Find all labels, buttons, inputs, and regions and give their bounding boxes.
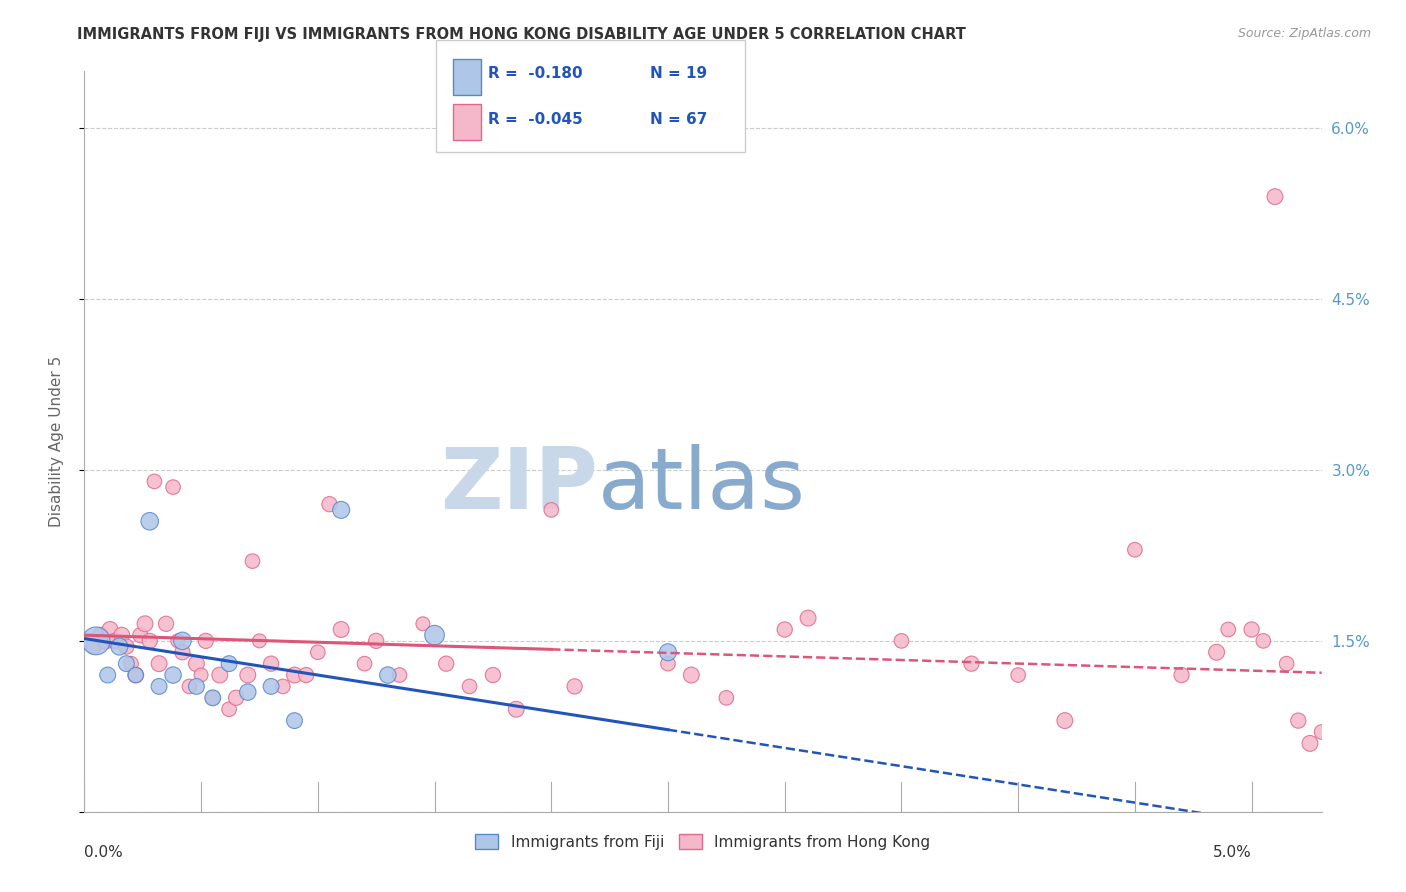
Point: [129, 628, 152, 642]
Point: [366, 633, 388, 648]
Point: [98, 623, 121, 637]
Point: [1240, 623, 1263, 637]
Point: [148, 680, 170, 694]
Point: [194, 633, 217, 648]
Point: [186, 657, 208, 671]
Point: [97, 668, 120, 682]
Point: [155, 616, 177, 631]
Point: [458, 680, 481, 694]
Point: [960, 657, 983, 671]
Text: R =  -0.045: R = -0.045: [488, 112, 582, 127]
Point: [330, 623, 353, 637]
Point: [1007, 668, 1029, 682]
Point: [162, 480, 184, 494]
Point: [271, 680, 294, 694]
Point: [249, 633, 271, 648]
Point: [166, 633, 188, 648]
Point: [90, 628, 112, 642]
Point: [540, 503, 562, 517]
Point: [1205, 645, 1227, 659]
Point: [1123, 542, 1146, 557]
Point: [295, 668, 318, 682]
Point: [1275, 657, 1298, 671]
Point: [377, 668, 399, 682]
Point: [148, 657, 170, 671]
Point: [564, 680, 586, 694]
Point: [115, 640, 138, 654]
Point: [716, 690, 738, 705]
Point: [307, 645, 329, 659]
Point: [143, 475, 166, 489]
Legend: Immigrants from Fiji, Immigrants from Hong Kong: Immigrants from Fiji, Immigrants from Ho…: [470, 828, 936, 856]
Point: [773, 623, 796, 637]
Point: [108, 640, 131, 654]
Point: [125, 668, 148, 682]
Point: [505, 702, 527, 716]
Text: N = 19: N = 19: [650, 66, 707, 81]
Text: IMMIGRANTS FROM FIJI VS IMMIGRANTS FROM HONG KONG DISABILITY AGE UNDER 5 CORRELA: IMMIGRANTS FROM FIJI VS IMMIGRANTS FROM …: [77, 27, 966, 42]
Text: N = 67: N = 67: [650, 112, 707, 127]
Point: [681, 668, 703, 682]
Point: [890, 633, 912, 648]
Point: [1053, 714, 1076, 728]
Point: [1310, 725, 1333, 739]
Point: [172, 645, 194, 659]
Point: [657, 645, 679, 659]
Point: [125, 668, 148, 682]
Point: [218, 702, 240, 716]
Point: [172, 633, 194, 648]
Point: [388, 668, 411, 682]
Point: [1299, 736, 1322, 750]
Point: [283, 714, 305, 728]
Point: [225, 690, 247, 705]
Point: [134, 616, 156, 631]
Text: 0.0%: 0.0%: [84, 845, 124, 860]
Point: [94, 633, 117, 648]
Point: [236, 685, 259, 699]
Point: [330, 503, 353, 517]
Text: ZIP: ZIP: [440, 444, 598, 527]
Point: [201, 690, 224, 705]
Point: [423, 628, 446, 642]
Point: [138, 514, 160, 528]
Y-axis label: Disability Age Under 5: Disability Age Under 5: [49, 356, 63, 527]
Point: [1251, 633, 1274, 648]
Point: [83, 640, 105, 654]
Point: [208, 668, 231, 682]
Point: [104, 633, 127, 648]
Point: [84, 633, 107, 648]
Point: [353, 657, 375, 671]
Point: [115, 657, 138, 671]
Point: [260, 680, 283, 694]
Point: [657, 657, 679, 671]
Point: [111, 628, 134, 642]
Point: [138, 633, 160, 648]
Point: [120, 657, 142, 671]
Point: [318, 497, 340, 511]
Point: [186, 680, 208, 694]
Point: [1218, 623, 1240, 637]
Point: [1286, 714, 1309, 728]
Point: [482, 668, 505, 682]
Point: [190, 668, 212, 682]
Point: [1264, 189, 1286, 203]
Point: [1170, 668, 1192, 682]
Text: R =  -0.180: R = -0.180: [488, 66, 582, 81]
Point: [201, 690, 224, 705]
Point: [162, 668, 184, 682]
Point: [236, 668, 259, 682]
Text: Source: ZipAtlas.com: Source: ZipAtlas.com: [1237, 27, 1371, 40]
Text: 5.0%: 5.0%: [1213, 845, 1251, 860]
Point: [242, 554, 264, 568]
Point: [434, 657, 457, 671]
Text: atlas: atlas: [598, 444, 806, 527]
Point: [1322, 747, 1344, 762]
Point: [260, 657, 283, 671]
Point: [283, 668, 305, 682]
Point: [797, 611, 820, 625]
Point: [218, 657, 240, 671]
Point: [412, 616, 434, 631]
Point: [179, 680, 201, 694]
